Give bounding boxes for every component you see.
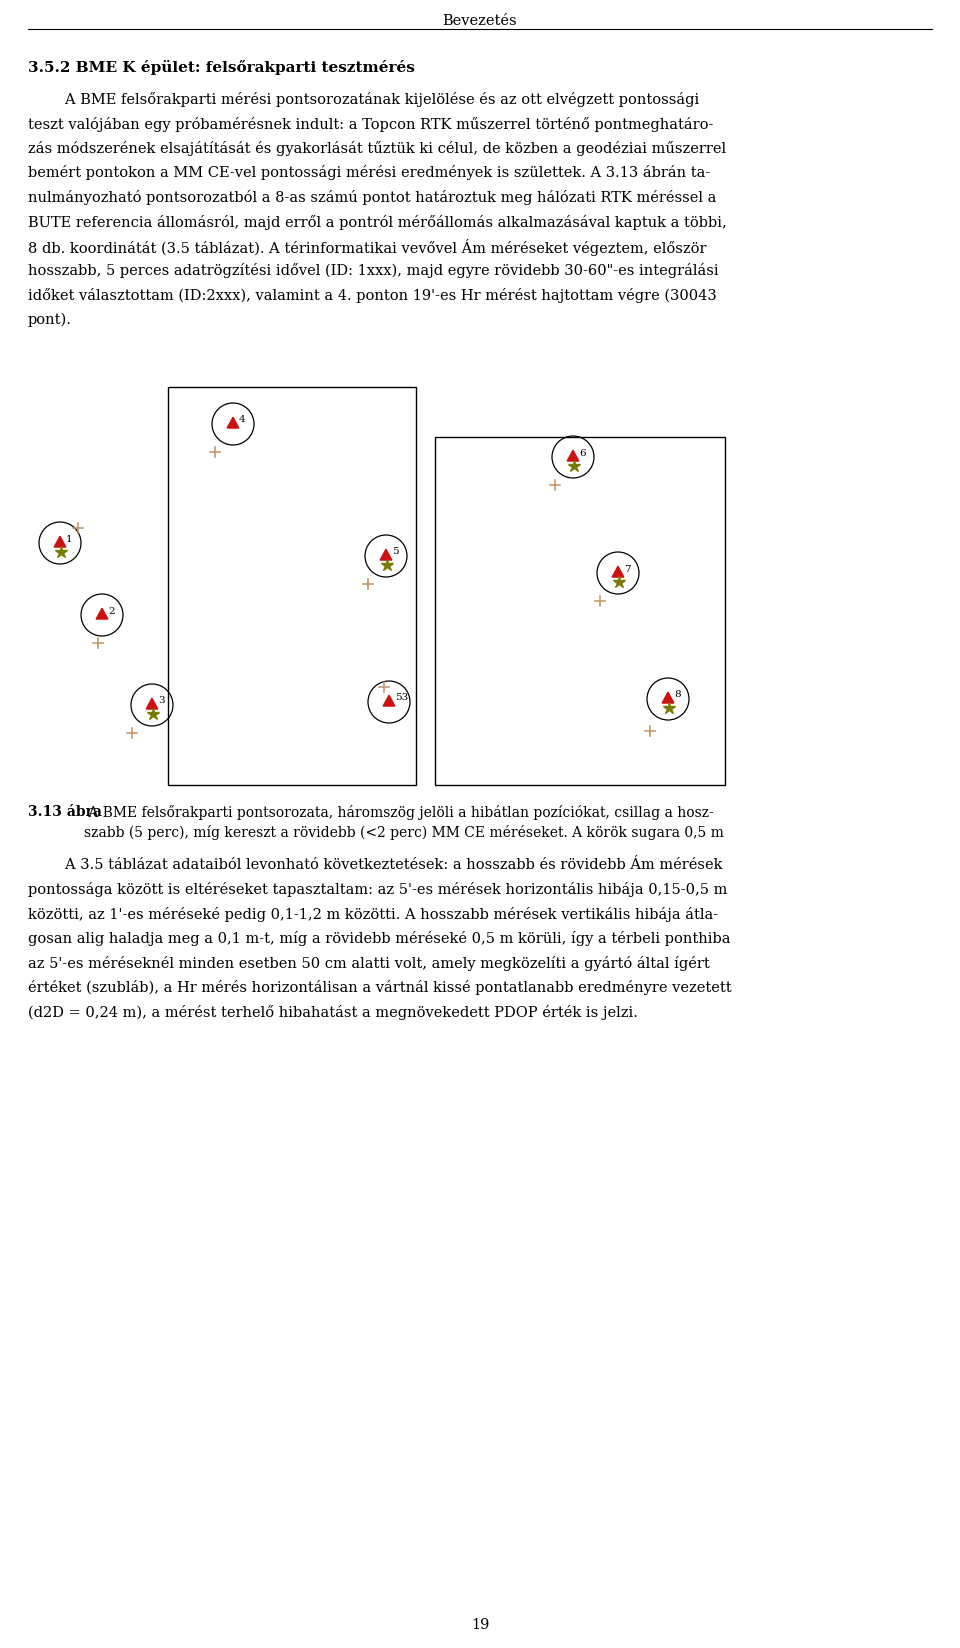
Text: szabb (5 perc), míg kereszt a rövidebb (<2 perc) MM CE méréseket. A körök sugara: szabb (5 perc), míg kereszt a rövidebb (… [84, 824, 724, 839]
Text: bemért pontokon a MM CE-vel pontossági mérési eredmények is születtek. A 3.13 áb: bemért pontokon a MM CE-vel pontossági m… [28, 165, 710, 180]
Text: értéket (szubláb), a Hr mérés horizontálisan a vártnál kissé pontatlanabb eredmé: értéket (szubláb), a Hr mérés horizontál… [28, 981, 732, 995]
Polygon shape [54, 537, 66, 547]
Text: 7: 7 [624, 564, 631, 574]
Text: Bevezetés: Bevezetés [443, 13, 517, 28]
Text: 3.13 ábra: 3.13 ábra [28, 804, 102, 819]
Text: zás módszerének elsajátítását és gyakorlását tűztük ki célul, de közben a geodéz: zás módszerének elsajátítását és gyakorl… [28, 142, 726, 157]
Text: 5: 5 [392, 547, 398, 555]
Polygon shape [612, 567, 624, 578]
Text: teszt valójában egy próbamérésnek indult: a Topcon RTK műszerrel történő pontmeg: teszt valójában egy próbamérésnek indult… [28, 117, 713, 132]
Text: A 3.5 táblázat adataiból levonható következtetések: a hosszabb és rövidebb Ám mé: A 3.5 táblázat adataiból levonható követ… [28, 857, 723, 872]
Text: 8: 8 [674, 691, 681, 699]
Text: (d2D = 0,24 m), a mérést terhelő hibahatást a megnövekedett PDOP érték is jelzi.: (d2D = 0,24 m), a mérést terhelő hibahat… [28, 1004, 637, 1020]
Text: 4: 4 [239, 415, 246, 424]
Text: 8 db. koordinátát (3.5 táblázat). A térinformatikai vevővel Ám méréseket végezte: 8 db. koordinátát (3.5 táblázat). A téri… [28, 239, 707, 255]
Text: 1: 1 [66, 534, 73, 544]
Text: pontossága között is eltéréseket tapasztaltam: az 5'-es mérések horizontális hib: pontossága között is eltéréseket tapaszt… [28, 882, 728, 897]
Text: A BME felsőrakparti mérési pontsorozatának kijelölése és az ott elvégzett pontos: A BME felsőrakparti mérési pontsorozatán… [28, 92, 699, 107]
Polygon shape [146, 699, 157, 710]
Polygon shape [380, 550, 392, 560]
Polygon shape [96, 608, 108, 620]
Text: 3.5.2 BME K épület: felsőrakparti tesztmérés: 3.5.2 BME K épület: felsőrakparti tesztm… [28, 59, 415, 74]
Text: pont).: pont). [28, 313, 72, 326]
Text: az 5'-es méréseknél minden esetben 50 cm alatti volt, amely megközelíti a gyártó: az 5'-es méréseknél minden esetben 50 cm… [28, 956, 709, 971]
Text: 6: 6 [579, 448, 586, 456]
Text: hosszabb, 5 perces adatrögzítési idővel (ID: 1xxx), majd egyre rövidebb 30-60"-e: hosszabb, 5 perces adatrögzítési idővel … [28, 264, 719, 279]
Text: gosan alig haladja meg a 0,1 m-t, míg a rövidebb méréseké 0,5 m körüli, így a té: gosan alig haladja meg a 0,1 m-t, míg a … [28, 931, 731, 946]
Polygon shape [383, 695, 395, 707]
Polygon shape [662, 692, 674, 704]
Polygon shape [567, 452, 579, 461]
Text: BUTE referencia állomásról, majd erről a pontról mérőállomás alkalmazásával kapt: BUTE referencia állomásról, majd erről a… [28, 214, 727, 229]
Text: 53: 53 [395, 694, 408, 702]
Polygon shape [228, 419, 239, 428]
Text: közötti, az 1'-es méréseké pedig 0,1-1,2 m közötti. A hosszabb mérések vertikáli: közötti, az 1'-es méréseké pedig 0,1-1,2… [28, 906, 718, 921]
Text: nulmányozható pontsorozatból a 8-as számú pontot határoztuk meg hálózati RTK mér: nulmányozható pontsorozatból a 8-as szám… [28, 190, 716, 204]
Text: 3: 3 [158, 695, 164, 705]
Bar [168, 387, 416, 786]
Text: 2: 2 [108, 606, 114, 615]
Text: A BME felsőrakparti pontsorozata, háromszög jelöli a hibátlan pozíciókat, csilla: A BME felsőrakparti pontsorozata, hároms… [84, 804, 713, 819]
Bar [435, 438, 725, 786]
Text: időket választottam (ID:2xxx), valamint a 4. ponton 19'-es Hr mérést hajtottam v: időket választottam (ID:2xxx), valamint … [28, 288, 717, 303]
Text: 19: 19 [470, 1617, 490, 1632]
